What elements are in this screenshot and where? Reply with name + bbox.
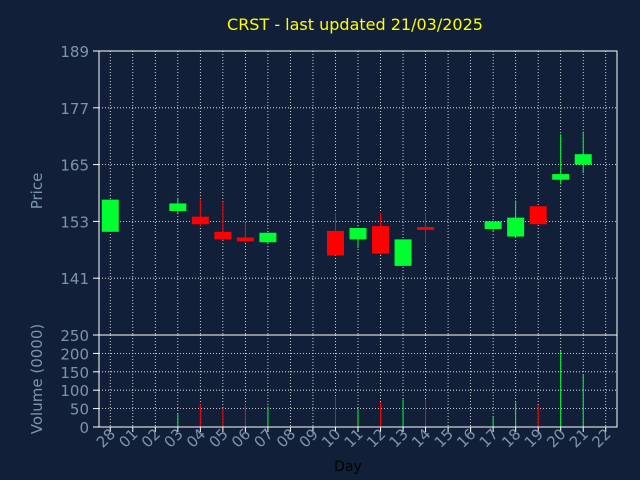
- candle-body: [372, 226, 390, 254]
- x-axis-label: Day: [334, 459, 362, 475]
- candle-body: [484, 221, 502, 229]
- candle-body: [574, 154, 592, 165]
- candle-body: [214, 231, 232, 240]
- candle-body: [529, 206, 547, 225]
- candles: [101, 131, 592, 266]
- volume-tick-label: 0: [79, 419, 89, 437]
- volume-tick-label: 250: [60, 327, 89, 345]
- volume-tick-label: 150: [60, 364, 89, 382]
- price-axis-label: Price: [28, 173, 46, 210]
- candle-body: [326, 230, 344, 256]
- price-y-ticks: 141 153 165 177 189: [60, 43, 99, 288]
- price-grid: [99, 50, 617, 335]
- volume-tick-label: 50: [70, 401, 89, 419]
- chart-title: CRST - last updated 21/03/2025: [227, 15, 483, 34]
- price-tick-label: 153: [60, 213, 89, 231]
- candle-body: [349, 228, 367, 240]
- volume-tick-label: 100: [60, 382, 89, 400]
- price-tick-label: 165: [60, 157, 89, 175]
- candle-body: [236, 237, 254, 242]
- volume-bars: [177, 350, 584, 427]
- candle-body: [394, 239, 412, 266]
- price-tick-label: 141: [60, 270, 89, 288]
- volume-tick-label: 200: [60, 345, 89, 363]
- x-tick-labels: 2801020304050607080910111213141516171819…: [93, 425, 615, 451]
- price-panel: 141 153 165 177 189 Price: [28, 43, 618, 336]
- candle-body: [507, 217, 525, 237]
- price-tick-label: 177: [60, 100, 89, 118]
- candle-body: [169, 203, 187, 211]
- candle-body: [417, 227, 435, 230]
- price-tick-label: 189: [60, 43, 89, 61]
- candle-body: [259, 232, 277, 243]
- candle-body: [191, 216, 209, 225]
- candle-body: [101, 199, 119, 232]
- volume-axis-label: Volume (0000): [28, 324, 46, 434]
- candle-body: [552, 174, 570, 180]
